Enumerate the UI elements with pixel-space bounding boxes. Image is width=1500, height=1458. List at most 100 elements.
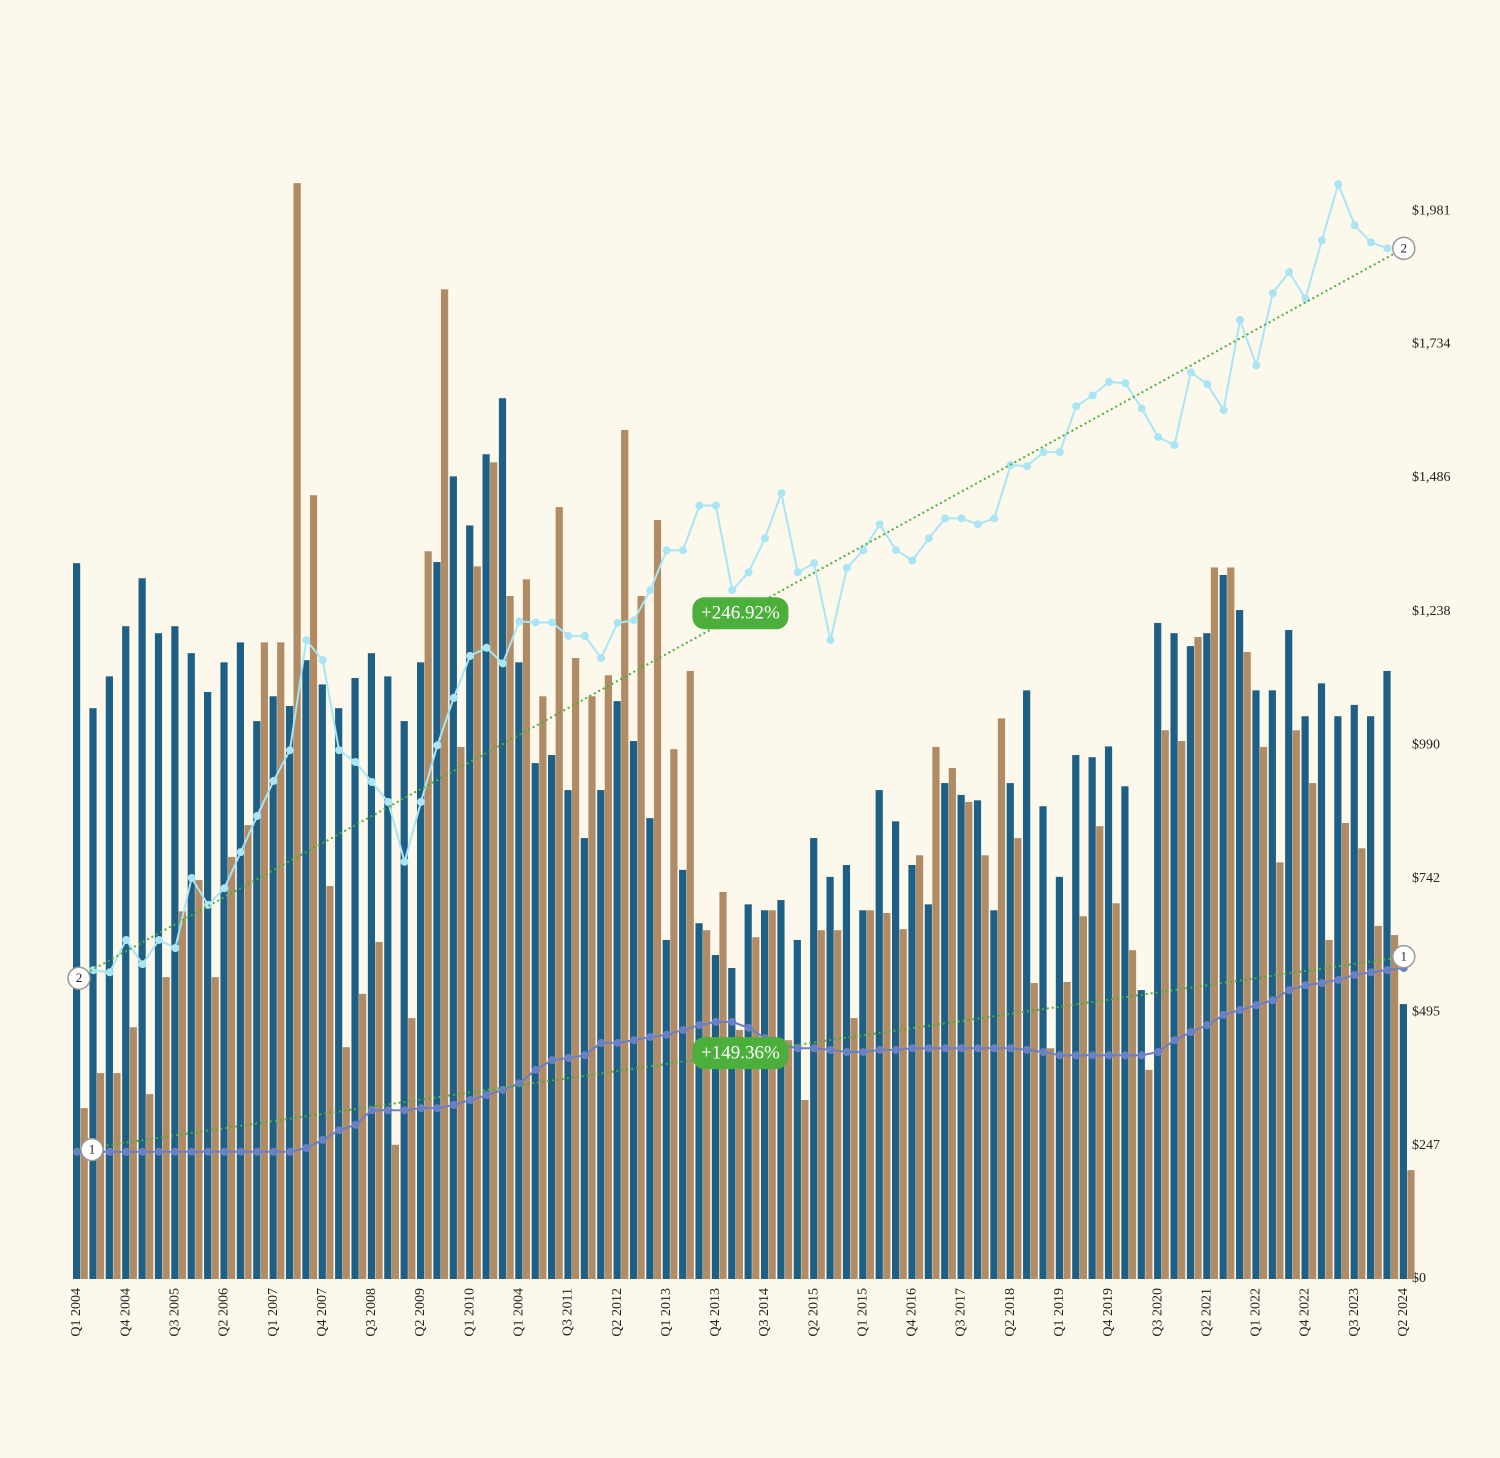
line-point bbox=[1334, 975, 1343, 984]
x-tick-label: Q1 2004 bbox=[511, 1288, 526, 1337]
bar bbox=[981, 855, 989, 1279]
x-tick-label: Q1 2022 bbox=[1249, 1288, 1264, 1337]
bar bbox=[662, 939, 670, 1279]
bar bbox=[1186, 646, 1195, 1279]
bar bbox=[506, 596, 514, 1279]
line-point bbox=[204, 1147, 213, 1156]
bar bbox=[973, 800, 982, 1279]
line-point bbox=[646, 586, 655, 595]
bar bbox=[400, 721, 408, 1279]
line-point bbox=[990, 1044, 999, 1053]
line-point bbox=[466, 1096, 475, 1105]
trend-line bbox=[76, 247, 1405, 980]
y-tick-label: $742 bbox=[1412, 871, 1440, 886]
bar bbox=[285, 705, 294, 1279]
bar bbox=[351, 677, 359, 1279]
line-point bbox=[1072, 402, 1081, 411]
line-point bbox=[1301, 981, 1310, 990]
y-tick-label: $990 bbox=[1412, 738, 1440, 753]
x-tick-label: Q3 2008 bbox=[364, 1288, 379, 1337]
x-tick-label: Q2 2021 bbox=[1199, 1288, 1214, 1337]
line-point bbox=[122, 1147, 131, 1156]
line-point bbox=[105, 1147, 114, 1156]
bar bbox=[572, 658, 580, 1279]
x-tick-label: Q3 2020 bbox=[1150, 1288, 1165, 1337]
line-point bbox=[580, 631, 589, 640]
bar bbox=[686, 670, 694, 1279]
bar bbox=[588, 696, 596, 1279]
line-point bbox=[1121, 1051, 1130, 1060]
line-point bbox=[187, 873, 196, 882]
line-point bbox=[466, 651, 475, 660]
bar bbox=[220, 662, 228, 1279]
line-point bbox=[810, 1044, 819, 1053]
y-tick-label: $495 bbox=[1412, 1004, 1440, 1019]
x-tick-label: Q3 2014 bbox=[757, 1288, 772, 1337]
bar bbox=[1072, 755, 1080, 1279]
bar bbox=[531, 763, 539, 1279]
line-point bbox=[973, 1044, 982, 1053]
bar bbox=[424, 551, 432, 1279]
line-point bbox=[253, 1147, 262, 1156]
bar bbox=[1391, 935, 1399, 1279]
line-point bbox=[924, 1044, 933, 1053]
line-point bbox=[941, 514, 950, 523]
line-point bbox=[695, 1021, 704, 1030]
line-point bbox=[711, 501, 720, 510]
bar bbox=[457, 746, 465, 1279]
line-point bbox=[498, 1085, 507, 1094]
line-point bbox=[564, 1053, 573, 1062]
x-tick-label: Q4 2004 bbox=[118, 1288, 133, 1337]
bar bbox=[1121, 786, 1129, 1279]
line-point bbox=[629, 616, 638, 625]
line-point bbox=[1235, 316, 1244, 325]
line-point bbox=[1104, 378, 1113, 387]
x-tick-label: Q1 2010 bbox=[462, 1288, 477, 1337]
x-tick-label: Q1 2015 bbox=[855, 1288, 870, 1337]
bar bbox=[621, 430, 629, 1279]
line-point bbox=[613, 618, 622, 627]
bar bbox=[548, 755, 556, 1279]
x-tick-label: Q2 2009 bbox=[413, 1288, 428, 1337]
bar bbox=[604, 675, 612, 1279]
bar bbox=[187, 653, 195, 1279]
bar bbox=[1063, 981, 1071, 1279]
line-point bbox=[1154, 1048, 1163, 1057]
bar bbox=[784, 1040, 793, 1279]
bar bbox=[73, 563, 81, 1279]
line-point bbox=[515, 617, 524, 626]
line-point bbox=[941, 1044, 950, 1053]
line-point bbox=[597, 1038, 606, 1047]
bar bbox=[899, 929, 907, 1279]
line-point bbox=[1154, 433, 1163, 442]
line-point bbox=[204, 900, 213, 909]
x-tick-label: Q1 2007 bbox=[266, 1288, 281, 1337]
line-point bbox=[957, 1044, 966, 1053]
bar bbox=[253, 721, 261, 1279]
trend-marker bbox=[1392, 944, 1416, 969]
line-point bbox=[1023, 462, 1032, 471]
bar bbox=[1161, 730, 1169, 1279]
bar bbox=[1285, 629, 1293, 1279]
bar bbox=[768, 910, 776, 1279]
line-point bbox=[498, 659, 507, 668]
bar bbox=[318, 684, 326, 1279]
line-point bbox=[1104, 1051, 1113, 1060]
line-point bbox=[1137, 1051, 1146, 1060]
line-point bbox=[695, 501, 704, 510]
line-point bbox=[1367, 238, 1376, 247]
bar bbox=[433, 562, 441, 1279]
bar bbox=[416, 662, 425, 1279]
bar bbox=[236, 642, 244, 1279]
line-point bbox=[1055, 448, 1064, 457]
bar bbox=[1292, 730, 1300, 1279]
line-point bbox=[416, 797, 425, 806]
line-point bbox=[220, 1147, 229, 1156]
bar bbox=[1006, 783, 1014, 1279]
line-point bbox=[1072, 1051, 1081, 1060]
line-point bbox=[1203, 1021, 1212, 1030]
y-tick-label: $1,981 bbox=[1412, 203, 1451, 218]
bar bbox=[1235, 610, 1244, 1279]
trend-badge bbox=[692, 1037, 789, 1070]
line-point bbox=[449, 1100, 458, 1109]
